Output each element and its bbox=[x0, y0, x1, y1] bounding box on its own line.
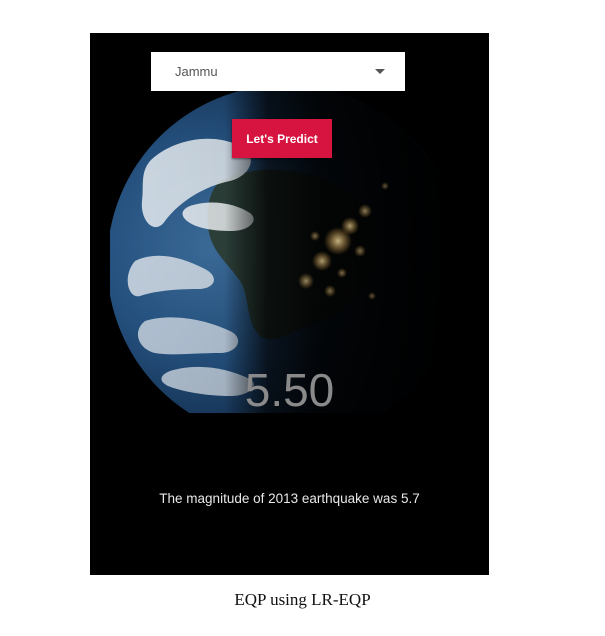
location-dropdown-value: Jammu bbox=[175, 64, 218, 79]
figure-caption: EQP using LR-EQP bbox=[234, 590, 371, 609]
predict-button[interactable]: Let's Predict bbox=[232, 119, 332, 158]
predicted-magnitude: 5.50 bbox=[244, 364, 335, 416]
earth-globe-image bbox=[110, 91, 448, 413]
historical-magnitude-text: The magnitude of 2013 earthquake was 5.7 bbox=[159, 491, 420, 506]
caret-down-icon bbox=[375, 69, 385, 74]
location-dropdown[interactable]: Jammu bbox=[151, 52, 405, 91]
app-screen: Jammu Let's Predict 5.50 The magnitude o… bbox=[90, 33, 489, 575]
